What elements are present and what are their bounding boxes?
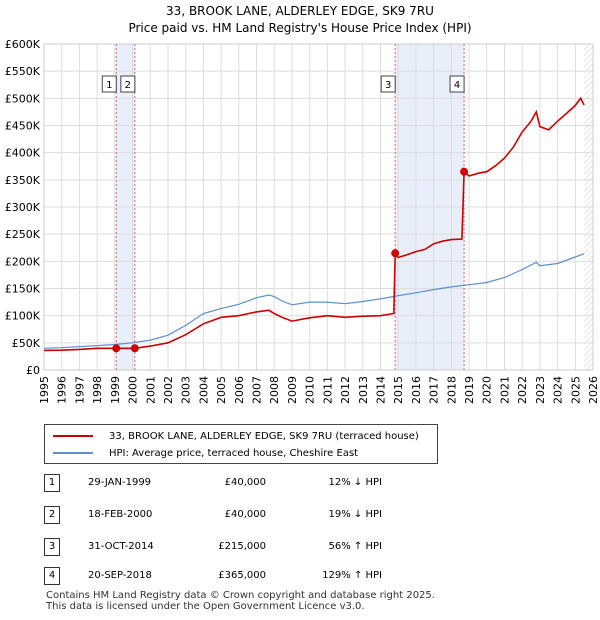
y-tick-label: £350K bbox=[5, 174, 41, 187]
x-tick-label: 2017 bbox=[428, 376, 441, 404]
x-tick-label: 2007 bbox=[251, 376, 264, 404]
x-tick-label: 1995 bbox=[38, 376, 51, 404]
transaction-price: £40,000 bbox=[224, 477, 266, 488]
y-tick-label: £50K bbox=[12, 337, 41, 350]
y-tick-label: £100K bbox=[5, 310, 41, 323]
transaction-number: 2 bbox=[44, 506, 60, 524]
x-tick-label: 2015 bbox=[392, 376, 405, 404]
transaction-date: 29-JAN-1999 bbox=[88, 477, 152, 488]
x-tick-label: 2009 bbox=[286, 376, 299, 404]
x-tick-label: 2012 bbox=[339, 376, 352, 404]
x-tick-label: 2014 bbox=[374, 376, 387, 404]
x-tick-label: 2002 bbox=[162, 376, 175, 404]
x-tick-label: 1997 bbox=[73, 376, 86, 404]
y-tick-label: £0 bbox=[26, 364, 40, 377]
y-tick-label: £450K bbox=[5, 120, 41, 133]
x-tick-label: 2010 bbox=[304, 376, 317, 404]
x-tick-label: 2000 bbox=[127, 376, 140, 404]
x-tick-label: 2022 bbox=[516, 376, 529, 404]
y-tick-label: £250K bbox=[5, 228, 41, 241]
x-tick-label: 2026 bbox=[587, 376, 600, 404]
price-chart: £0 £50K £100K £150K £200K £250K £300K £350K £400… bbox=[5, 38, 600, 404]
y-tick-label: £150K bbox=[5, 283, 41, 296]
legend-item-hpi: HPI: Average price, terraced house, Ches… bbox=[53, 445, 358, 461]
x-tick-label: 2020 bbox=[481, 376, 494, 404]
transaction-hpi: 56% ↑ HPI bbox=[328, 541, 382, 552]
chart-legend: 33, BROOK LANE, ALDERLEY EDGE, SK9 7RU (… bbox=[44, 424, 438, 464]
chart-subtitle: Price paid vs. HM Land Registry's House … bbox=[128, 21, 472, 35]
footer-licence: This data is licensed under the Open Gov… bbox=[46, 601, 365, 612]
y-tick-label: £600K bbox=[5, 38, 41, 51]
plot-frame bbox=[43, 43, 594, 371]
transaction-number: 4 bbox=[44, 567, 60, 585]
x-tick-label: 2018 bbox=[445, 376, 458, 404]
x-tick-label: 2006 bbox=[233, 376, 246, 404]
sale-number-label: 4 bbox=[454, 80, 460, 91]
x-tick-label: 2021 bbox=[498, 376, 511, 404]
y-tick-label: £500K bbox=[5, 92, 41, 105]
x-tick-label: 2004 bbox=[197, 376, 210, 404]
transaction-number: 1 bbox=[44, 474, 60, 492]
legend-item-property: 33, BROOK LANE, ALDERLEY EDGE, SK9 7RU (… bbox=[53, 428, 419, 444]
x-tick-label: 2008 bbox=[268, 376, 281, 404]
sale-point bbox=[460, 167, 469, 176]
sale-number-label: 3 bbox=[385, 80, 391, 91]
x-tick-label: 2001 bbox=[144, 376, 157, 404]
legend-swatch-property bbox=[53, 435, 93, 437]
x-tick-label: 1999 bbox=[109, 376, 122, 404]
transaction-hpi: 12% ↓ HPI bbox=[328, 477, 382, 488]
sale-number-label: 1 bbox=[106, 80, 112, 91]
transaction-price: £365,000 bbox=[218, 570, 266, 581]
legend-label-property: 33, BROOK LANE, ALDERLEY EDGE, SK9 7RU (… bbox=[109, 430, 419, 442]
legend-swatch-hpi bbox=[53, 452, 93, 454]
sale-point bbox=[130, 344, 139, 353]
sale-number-label: 2 bbox=[125, 80, 131, 91]
x-tick-label: 1998 bbox=[91, 376, 104, 404]
x-tick-label: 1996 bbox=[56, 376, 69, 404]
x-tick-label: 2016 bbox=[410, 376, 423, 404]
sale-number-box bbox=[380, 75, 396, 93]
transaction-price: £40,000 bbox=[224, 509, 266, 520]
transaction-hpi: 129% ↑ HPI bbox=[322, 570, 382, 581]
sale-number-box bbox=[449, 75, 465, 93]
chart-title: 33, BROOK LANE, ALDERLEY EDGE, SK9 7RU bbox=[166, 4, 434, 18]
y-tick-label: £550K bbox=[5, 65, 41, 78]
x-tick-label: 2025 bbox=[569, 376, 582, 404]
x-tick-label: 2005 bbox=[215, 376, 228, 404]
x-tick-label: 2013 bbox=[357, 376, 370, 404]
transaction-number: 3 bbox=[44, 538, 60, 556]
transaction-date: 20-SEP-2018 bbox=[88, 570, 152, 581]
transaction-date: 31-OCT-2014 bbox=[88, 541, 154, 552]
sale-number-box bbox=[101, 75, 117, 93]
y-tick-label: £400K bbox=[5, 147, 41, 160]
transaction-price: £215,000 bbox=[218, 541, 266, 552]
x-tick-label: 2003 bbox=[180, 376, 193, 404]
sale-number-box bbox=[120, 75, 136, 93]
y-tick-label: £200K bbox=[5, 255, 41, 268]
x-tick-label: 2023 bbox=[534, 376, 547, 404]
x-tick-label: 2011 bbox=[321, 376, 334, 404]
y-tick-label: £300K bbox=[5, 201, 41, 214]
transaction-hpi: 19% ↓ HPI bbox=[328, 509, 382, 520]
sale-point bbox=[391, 249, 400, 258]
x-tick-label: 2019 bbox=[463, 376, 476, 404]
legend-label-hpi: HPI: Average price, terraced house, Ches… bbox=[109, 447, 359, 459]
hpi-line bbox=[43, 253, 585, 349]
x-tick-label: 2024 bbox=[552, 376, 565, 404]
sale-point bbox=[112, 344, 121, 353]
footer-copyright: Contains HM Land Registry data © Crown c… bbox=[46, 590, 435, 601]
transaction-date: 18-FEB-2000 bbox=[88, 509, 153, 520]
